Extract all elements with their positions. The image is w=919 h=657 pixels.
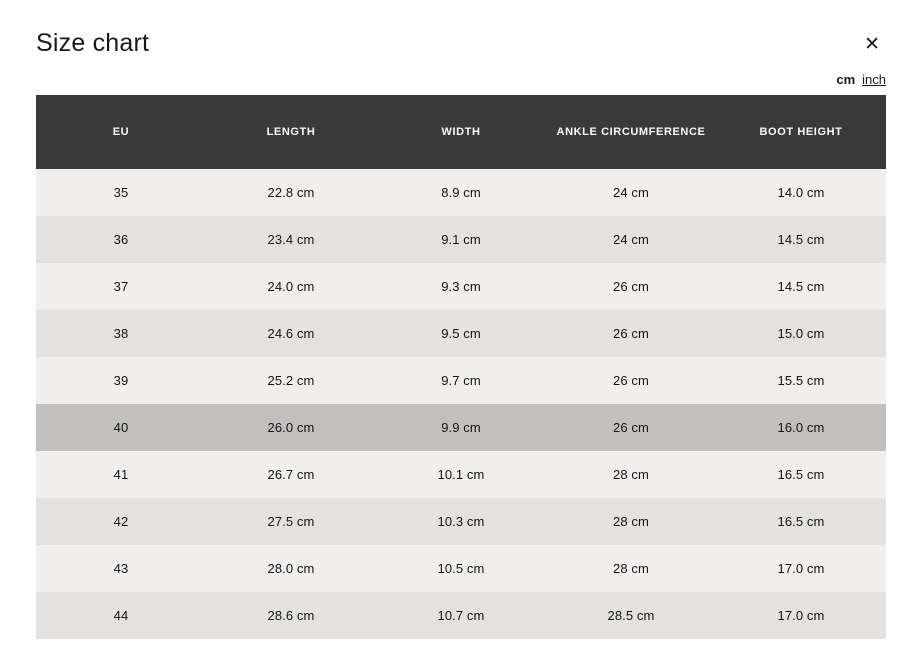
table-cell: 10.7 cm [437,608,485,623]
table-cell: 35 [113,185,129,200]
table-cell: 28 cm [613,467,649,482]
table-row: 35 22.8 cm 8.9 cm 24 cm 14.0 cm [36,169,886,216]
table-cell: 26 cm [613,279,649,294]
table-cell: 25.2 cm [267,373,315,388]
table-cell: 24 cm [613,185,649,200]
table-cell: 38 [113,326,129,341]
close-icon: ✕ [864,34,880,55]
table-header-row: EU LENGTH WIDTH ANKLE CIRCUMFERENCE BOOT… [36,95,886,169]
table-cell: 8.9 cm [441,185,481,200]
table-cell: 9.9 cm [441,420,481,435]
modal-header: Size chart ✕ [36,0,886,58]
table-cell: 26 cm [613,326,649,341]
table-cell: 24.6 cm [267,326,315,341]
column-header-boot-height: BOOT HEIGHT [716,95,886,169]
table-cell: 22.8 cm [267,185,315,200]
table-cell: 41 [113,467,129,482]
table-cell: 10.5 cm [437,561,485,576]
table-cell: 26 cm [613,373,649,388]
table-cell: 9.7 cm [441,373,481,388]
table-cell: 43 [113,561,129,576]
table-cell: 39 [113,373,129,388]
size-chart-table: EU LENGTH WIDTH ANKLE CIRCUMFERENCE BOOT… [36,95,886,639]
table-header: EU LENGTH WIDTH ANKLE CIRCUMFERENCE BOOT… [36,95,886,169]
table-cell: 16.0 cm [777,420,825,435]
unit-cm-label[interactable]: cm [836,72,856,87]
table-cell: 10.3 cm [437,514,485,529]
table-row: 43 28.0 cm 10.5 cm 28 cm 17.0 cm [36,545,886,592]
table-cell: 15.5 cm [777,373,825,388]
table-cell: 24 cm [613,232,649,247]
table-cell: 24.0 cm [267,279,315,294]
column-header-length: LENGTH [206,95,376,169]
table-row: 42 27.5 cm 10.3 cm 28 cm 16.5 cm [36,498,886,545]
table-cell: 16.5 cm [777,514,825,529]
column-header-eu: EU [36,95,206,169]
unit-inch-link[interactable]: inch [862,72,886,87]
table-cell: 27.5 cm [267,514,315,529]
table-cell: 9.3 cm [441,279,481,294]
table-cell: 26 cm [613,420,649,435]
table-row: 39 25.2 cm 9.7 cm 26 cm 15.5 cm [36,357,886,404]
table-cell: 26.0 cm [267,420,315,435]
table-cell: 44 [113,608,129,623]
table-cell: 36 [113,232,129,247]
table-row: 37 24.0 cm 9.3 cm 26 cm 14.5 cm [36,263,886,310]
unit-toggle: cm inch [36,72,886,87]
page-title: Size chart [36,29,150,57]
column-header-width: WIDTH [376,95,546,169]
table-cell: 9.1 cm [441,232,481,247]
table-cell: 28.6 cm [267,608,315,623]
table-row: 40 26.0 cm 9.9 cm 26 cm 16.0 cm [36,404,886,451]
table-cell: 14.5 cm [777,279,825,294]
table-cell: 40 [113,420,129,435]
table-cell: 37 [113,279,129,294]
table-cell: 17.0 cm [777,608,825,623]
table-cell: 42 [113,514,129,529]
table-row: 41 26.7 cm 10.1 cm 28 cm 16.5 cm [36,451,886,498]
table-body: 35 22.8 cm 8.9 cm 24 cm 14.0 cm 36 23.4 cm 9.1 … [36,169,886,639]
table-row: 36 23.4 cm 9.1 cm 24 cm 14.5 cm [36,216,886,263]
table-cell: 28 cm [613,561,649,576]
table-cell: 15.0 cm [777,326,825,341]
table-cell: 16.5 cm [777,467,825,482]
table-cell: 23.4 cm [267,232,315,247]
table-cell: 26.7 cm [267,467,315,482]
table-row: 44 28.6 cm 10.7 cm 28.5 cm 17.0 cm [36,592,886,639]
table-cell: 14.5 cm [777,232,825,247]
table-cell: 14.0 cm [777,185,825,200]
table-cell: 28.0 cm [267,561,315,576]
table-row: 38 24.6 cm 9.5 cm 26 cm 15.0 cm [36,310,886,357]
table-cell: 10.1 cm [437,467,485,482]
close-button[interactable]: ✕ [860,31,884,58]
table-cell: 9.5 cm [441,326,481,341]
table-cell: 17.0 cm [777,561,825,576]
table-cell: 28.5 cm [607,608,655,623]
column-header-ankle-circumference: ANKLE CIRCUMFERENCE [546,95,716,169]
table-cell: 28 cm [613,514,649,529]
